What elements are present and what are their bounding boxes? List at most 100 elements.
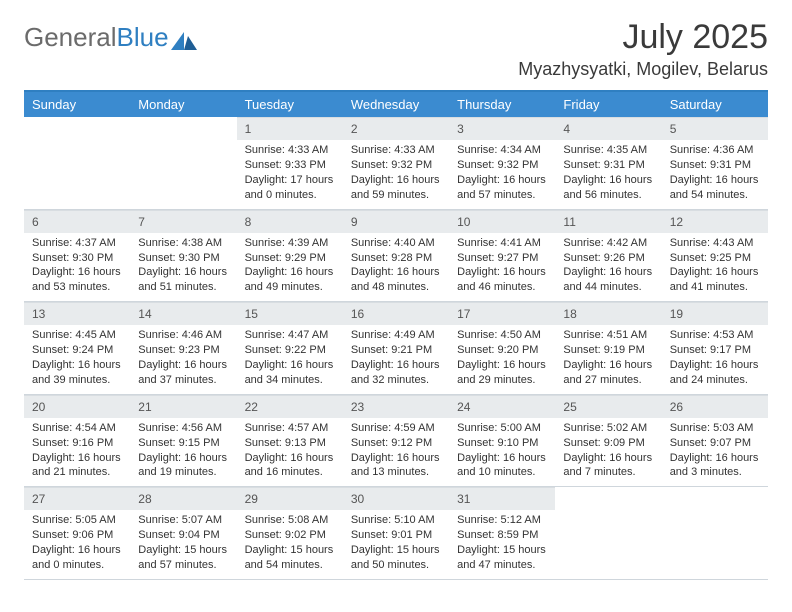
weeks-container: 1Sunrise: 4:33 AMSunset: 9:33 PMDaylight… [24, 117, 768, 580]
daylight-line: Daylight: 16 hours and 53 minutes. [32, 265, 122, 295]
day-body: Sunrise: 5:00 AMSunset: 9:10 PMDaylight:… [449, 418, 555, 486]
day-body: Sunrise: 4:49 AMSunset: 9:21 PMDaylight:… [343, 325, 449, 393]
day-cell: 4Sunrise: 4:35 AMSunset: 9:31 PMDaylight… [555, 117, 661, 209]
day-body: Sunrise: 4:46 AMSunset: 9:23 PMDaylight:… [130, 325, 236, 393]
day-cell [662, 487, 768, 579]
day-number: 18 [555, 302, 661, 325]
day-number: 26 [662, 395, 768, 418]
month-title: July 2025 [518, 18, 768, 57]
sunset-line: Sunset: 9:19 PM [563, 343, 653, 358]
sunset-line: Sunset: 9:22 PM [245, 343, 335, 358]
sunrise-line: Sunrise: 4:46 AM [138, 328, 228, 343]
day-cell: 22Sunrise: 4:57 AMSunset: 9:13 PMDayligh… [237, 395, 343, 487]
week-row: 6Sunrise: 4:37 AMSunset: 9:30 PMDaylight… [24, 210, 768, 303]
day-body: Sunrise: 4:54 AMSunset: 9:16 PMDaylight:… [24, 418, 130, 486]
sunset-line: Sunset: 9:26 PM [563, 251, 653, 266]
weekday-header-row: SundayMondayTuesdayWednesdayThursdayFrid… [24, 92, 768, 117]
day-cell: 6Sunrise: 4:37 AMSunset: 9:30 PMDaylight… [24, 210, 130, 302]
week-row: 1Sunrise: 4:33 AMSunset: 9:33 PMDaylight… [24, 117, 768, 210]
sunset-line: Sunset: 9:01 PM [351, 528, 441, 543]
sunrise-line: Sunrise: 4:33 AM [351, 143, 441, 158]
sunrise-line: Sunrise: 4:35 AM [563, 143, 653, 158]
sunrise-line: Sunrise: 4:36 AM [670, 143, 760, 158]
day-cell: 20Sunrise: 4:54 AMSunset: 9:16 PMDayligh… [24, 395, 130, 487]
sunset-line: Sunset: 9:32 PM [457, 158, 547, 173]
day-number: 11 [555, 210, 661, 233]
day-body: Sunrise: 4:41 AMSunset: 9:27 PMDaylight:… [449, 233, 555, 301]
daylight-line: Daylight: 16 hours and 10 minutes. [457, 451, 547, 481]
day-cell [24, 117, 130, 209]
weekday-header: Tuesday [237, 92, 343, 117]
day-cell [555, 487, 661, 579]
sunset-line: Sunset: 9:25 PM [670, 251, 760, 266]
day-body: Sunrise: 4:34 AMSunset: 9:32 PMDaylight:… [449, 140, 555, 208]
sunrise-line: Sunrise: 4:33 AM [245, 143, 335, 158]
daylight-line: Daylight: 16 hours and 34 minutes. [245, 358, 335, 388]
daylight-line: Daylight: 16 hours and 13 minutes. [351, 451, 441, 481]
sunrise-line: Sunrise: 5:05 AM [32, 513, 122, 528]
day-cell: 31Sunrise: 5:12 AMSunset: 8:59 PMDayligh… [449, 487, 555, 579]
sunset-line: Sunset: 9:33 PM [245, 158, 335, 173]
week-row: 27 Sunrise: 5:05 AMSunset: 9:06 PM Dayligh… [24, 487, 768, 580]
daylight-line: Daylight: 16 hours and 54 minutes. [670, 173, 760, 203]
day-cell: 5Sunrise: 4:36 AMSunset: 9:31 PMDaylight… [662, 117, 768, 209]
sunset-line: Sunset: 9:17 PM [670, 343, 760, 358]
sunrise-line: Sunrise: 5:00 AM [457, 421, 547, 436]
daylight-line: Daylight: 16 hours and 39 minutes. [32, 358, 122, 388]
sunrise-line: Sunrise: 4:47 AM [245, 328, 335, 343]
day-number: 2 [343, 117, 449, 140]
day-cell: 3Sunrise: 4:34 AMSunset: 9:32 PMDaylight… [449, 117, 555, 209]
sunrise-line: Sunrise: 4:53 AM [670, 328, 760, 343]
day-body: Sunrise: 4:35 AMSunset: 9:31 PMDaylight:… [555, 140, 661, 208]
sunset-line: Sunset: 9:06 PM [32, 528, 122, 543]
day-cell: 29Sunrise: 5:08 AMSunset: 9:02 PMDayligh… [237, 487, 343, 579]
sunrise-line: Sunrise: 5:02 AM [563, 421, 653, 436]
day-cell: 12Sunrise: 4:43 AMSunset: 9:25 PMDayligh… [662, 210, 768, 302]
sunrise-line: Sunrise: 4:51 AM [563, 328, 653, 343]
daylight-line: Daylight: 16 hours and 16 minutes. [245, 451, 335, 481]
sunrise-line: Sunrise: 4:45 AM [32, 328, 122, 343]
sunset-line: Sunset: 9:23 PM [138, 343, 228, 358]
sunset-line: Sunset: 9:31 PM [563, 158, 653, 173]
sunset-line: Sunset: 9:10 PM [457, 436, 547, 451]
brand-mark-icon [171, 28, 197, 50]
sunset-line: Sunset: 9:16 PM [32, 436, 122, 451]
day-number: 17 [449, 302, 555, 325]
sunrise-line: Sunrise: 5:07 AM [138, 513, 228, 528]
day-body: Sunrise: 5:02 AMSunset: 9:09 PMDaylight:… [555, 418, 661, 486]
daylight-line: Daylight: 16 hours and 46 minutes. [457, 265, 547, 295]
sunset-line: Sunset: 9:20 PM [457, 343, 547, 358]
brand-text-1: General [24, 22, 117, 53]
day-cell: 11Sunrise: 4:42 AMSunset: 9:26 PMDayligh… [555, 210, 661, 302]
day-number: 20 [24, 395, 130, 418]
day-body: Sunrise: 5:07 AMSunset: 9:04 PMDaylight:… [130, 510, 236, 578]
day-body: Sunrise: 4:47 AMSunset: 9:22 PMDaylight:… [237, 325, 343, 393]
daylight-line: Daylight: 16 hours and 56 minutes. [563, 173, 653, 203]
day-cell: 14Sunrise: 4:46 AMSunset: 9:23 PMDayligh… [130, 302, 236, 394]
day-body: Sunrise: 4:33 AMSunset: 9:33 PMDaylight:… [237, 140, 343, 208]
sunset-line: Sunset: 9:15 PM [138, 436, 228, 451]
sunrise-line: Sunrise: 4:42 AM [563, 236, 653, 251]
day-cell: 18Sunrise: 4:51 AMSunset: 9:19 PMDayligh… [555, 302, 661, 394]
day-number: 5 [662, 117, 768, 140]
day-cell [130, 117, 236, 209]
header: GeneralBlue July 2025 Myazhysyatki, Mogi… [24, 18, 768, 80]
day-body: Sunrise: 5:12 AMSunset: 8:59 PMDaylight:… [449, 510, 555, 578]
daylight-line: Daylight: 16 hours and 3 minutes. [670, 451, 760, 481]
day-number: 4 [555, 117, 661, 140]
day-cell: 25Sunrise: 5:02 AMSunset: 9:09 PMDayligh… [555, 395, 661, 487]
day-body: Sunrise: 4:38 AMSunset: 9:30 PMDaylight:… [130, 233, 236, 301]
day-cell: 9Sunrise: 4:40 AMSunset: 9:28 PMDaylight… [343, 210, 449, 302]
day-number: 13 [24, 302, 130, 325]
week-row: 20Sunrise: 4:54 AMSunset: 9:16 PMDayligh… [24, 395, 768, 488]
day-number: 31 [449, 487, 555, 510]
day-body: Sunrise: 5:03 AMSunset: 9:07 PMDaylight:… [662, 418, 768, 486]
title-block: July 2025 Myazhysyatki, Mogilev, Belarus [518, 18, 768, 80]
brand-text-2: Blue [117, 22, 169, 53]
daylight-line: Daylight: 15 hours and 54 minutes. [245, 543, 335, 573]
day-body: Sunrise: 4:59 AMSunset: 9:12 PMDaylight:… [343, 418, 449, 486]
day-body: Sunrise: 5:10 AMSunset: 9:01 PMDaylight:… [343, 510, 449, 578]
sunrise-line: Sunrise: 4:43 AM [670, 236, 760, 251]
sunrise-line: Sunrise: 4:39 AM [245, 236, 335, 251]
day-number: 27 [24, 487, 130, 510]
